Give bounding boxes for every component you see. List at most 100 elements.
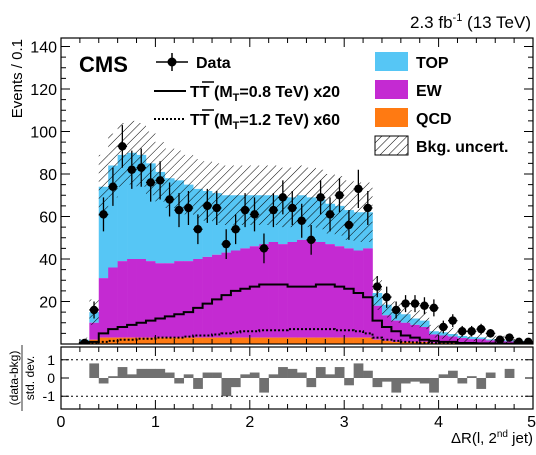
- data-point-45: [505, 333, 513, 341]
- ratio-bar-8: [155, 369, 165, 378]
- ratio-bar-3: [108, 376, 118, 378]
- uncertainty-bar-35: [410, 310, 419, 327]
- x-tick-label-2: 2: [245, 414, 254, 431]
- ratio-bar-10: [174, 378, 184, 383]
- data-point-16: [231, 225, 239, 233]
- qcd-bar-24: [306, 338, 316, 344]
- legend: Data TT (MT=0.8 TeV) x20 TT (MT=1.2 TeV)…: [154, 52, 508, 156]
- ew-bar-31: [373, 306, 383, 340]
- y-tick-label-40: 40: [39, 252, 57, 269]
- data-point-30: [364, 204, 372, 212]
- uncertainty-bar-36: [420, 312, 429, 329]
- ew-bar-12: [193, 259, 203, 338]
- uncertainty-bar-37: [429, 325, 438, 338]
- data-point-23: [298, 217, 306, 225]
- svg-text:Data: Data: [196, 55, 231, 72]
- qcd-bar-2: [99, 338, 109, 344]
- qcd-bar-11: [184, 338, 194, 344]
- ratio-bar-11: [184, 374, 194, 378]
- x-tick-label-0: 0: [57, 414, 66, 431]
- ew-bar-21: [278, 244, 288, 338]
- qcd-bar-16: [231, 338, 241, 344]
- qcd-bar-21: [278, 338, 288, 344]
- ew-bar-16: [231, 251, 241, 338]
- svg-text:QCD: QCD: [416, 111, 452, 128]
- qcd-bar-13: [203, 338, 213, 344]
- ratio-bar-5: [127, 374, 137, 378]
- uncertainty-bar-15: [221, 166, 230, 226]
- data-point-28: [345, 221, 353, 229]
- cms-label: CMS: [79, 52, 128, 77]
- data-point-1: [90, 306, 98, 314]
- y-tick-label-80: 80: [39, 167, 57, 184]
- ratio-bar-23: [297, 373, 307, 378]
- ratio-bar-30: [363, 371, 373, 378]
- ratio-bar-39: [448, 371, 458, 378]
- data-point-31: [373, 282, 381, 290]
- qcd-bar-8: [155, 338, 165, 344]
- svg-text:EW: EW: [416, 83, 443, 100]
- ew-bar-10: [174, 261, 184, 338]
- uncertainty-bar-39: [448, 328, 457, 341]
- data-point-34: [401, 299, 409, 307]
- ew-bar-35: [410, 325, 420, 342]
- qcd-bar-22: [288, 338, 298, 344]
- ratio-bar-13: [203, 373, 213, 378]
- data-point-2: [99, 210, 107, 218]
- qcd-bar-12: [193, 338, 203, 344]
- ratio-bar-38: [439, 374, 449, 378]
- ew-bar-8: [155, 263, 165, 337]
- legend-uncertainty: Bkg. uncert.: [375, 136, 508, 156]
- data-point-10: [175, 206, 183, 214]
- ratio-y-label-top: (data-bkg): [7, 351, 21, 406]
- ratio-bar-4: [118, 367, 128, 378]
- ew-bar-9: [165, 263, 175, 337]
- uncertainty-bar-19: [259, 166, 268, 226]
- data-point-20: [269, 206, 277, 214]
- ratio-bar-24: [306, 378, 316, 387]
- data-point-18: [250, 210, 258, 218]
- x-tick-label-5: 5: [527, 414, 536, 431]
- ratio-bar-33: [391, 378, 401, 393]
- svg-text:TOP: TOP: [416, 55, 449, 72]
- data-point-42: [477, 325, 485, 333]
- y-tick-label-120: 120: [30, 82, 57, 99]
- ratio-bar-42: [476, 378, 486, 389]
- ew-bar-2: [99, 278, 109, 338]
- x-tick-label-1: 1: [151, 414, 160, 431]
- data-point-11: [184, 204, 192, 212]
- legend-qcd: QCD: [375, 108, 452, 128]
- data-point-4: [118, 142, 126, 150]
- data-point-21: [279, 193, 287, 201]
- x-axis-label: ΔR(l, 2nd jet): [451, 429, 533, 447]
- qcd-bar-26: [325, 338, 335, 344]
- data-point-27: [335, 191, 343, 199]
- ratio-bar-14: [212, 373, 222, 378]
- svg-text:TT (MT=1.2 TeV) x60: TT (MT=1.2 TeV) x60: [190, 112, 340, 132]
- data-point-41: [467, 327, 475, 335]
- qcd-bar-5: [127, 338, 137, 344]
- data-point-0: [80, 339, 88, 347]
- legend-ew: EW: [375, 80, 443, 100]
- ratio-bar-31: [373, 378, 383, 387]
- ew-bar-29: [354, 251, 364, 338]
- data-point-9: [165, 195, 173, 203]
- ratio-bar-1: [89, 363, 99, 378]
- qcd-bar-30: [363, 338, 373, 344]
- legend-top: TOP: [375, 52, 449, 72]
- ratio-bar-6: [137, 369, 147, 378]
- data-point-35: [411, 299, 419, 307]
- qcd-bar-6: [137, 338, 147, 344]
- data-point-6: [137, 163, 145, 171]
- ratio-bar-12: [193, 378, 203, 389]
- data-point-7: [146, 178, 154, 186]
- ratio-bar-9: [165, 373, 175, 378]
- ew-bar-11: [184, 261, 194, 338]
- x-tick-label-3: 3: [340, 414, 349, 431]
- ratio-bar-19: [259, 378, 269, 393]
- qcd-bar-25: [316, 338, 326, 344]
- ratio-bar-45: [505, 369, 515, 378]
- data-point-12: [194, 225, 202, 233]
- qcd-bar-19: [259, 338, 269, 344]
